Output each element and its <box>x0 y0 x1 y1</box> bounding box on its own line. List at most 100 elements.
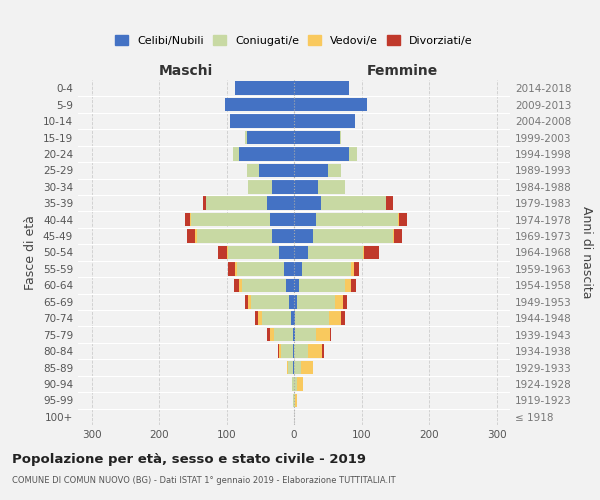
Bar <box>245 295 248 308</box>
Bar <box>328 164 341 177</box>
Bar <box>349 147 358 160</box>
Bar <box>272 230 294 243</box>
Bar <box>279 344 281 358</box>
Bar <box>340 131 341 144</box>
Bar <box>302 262 351 276</box>
Bar <box>272 180 294 194</box>
Bar <box>294 196 321 210</box>
Bar <box>258 312 262 325</box>
Bar <box>293 361 294 374</box>
Bar <box>350 278 356 292</box>
Bar <box>286 278 294 292</box>
Bar <box>294 164 328 177</box>
Bar <box>294 361 301 374</box>
Bar <box>290 312 294 325</box>
Bar <box>203 196 206 210</box>
Bar <box>294 180 319 194</box>
Bar <box>293 344 294 358</box>
Bar <box>294 295 298 308</box>
Bar <box>294 344 308 358</box>
Bar <box>294 377 298 390</box>
Text: Popolazione per età, sesso e stato civile - 2019: Popolazione per età, sesso e stato civil… <box>12 452 366 466</box>
Bar <box>271 213 294 226</box>
Bar <box>234 278 239 292</box>
Bar <box>247 164 259 177</box>
Bar <box>394 230 402 243</box>
Bar <box>294 147 349 160</box>
Bar <box>294 213 316 226</box>
Bar <box>235 262 236 276</box>
Bar <box>341 312 344 325</box>
Bar <box>316 328 330 342</box>
Bar <box>298 377 303 390</box>
Bar <box>294 394 295 407</box>
Bar <box>392 230 394 243</box>
Bar <box>206 196 267 210</box>
Bar <box>321 196 386 210</box>
Bar <box>350 262 354 276</box>
Bar <box>330 328 331 342</box>
Y-axis label: Fasce di età: Fasce di età <box>25 215 37 290</box>
Bar <box>299 278 346 292</box>
Bar <box>294 246 308 259</box>
Bar <box>267 328 271 342</box>
Bar <box>190 213 191 226</box>
Bar <box>292 377 294 390</box>
Bar <box>319 180 346 194</box>
Bar <box>295 328 316 342</box>
Bar <box>255 312 258 325</box>
Bar <box>400 213 407 226</box>
Bar <box>294 230 313 243</box>
Bar <box>293 328 294 342</box>
Bar <box>191 213 271 226</box>
Bar <box>225 98 294 112</box>
Bar <box>293 394 294 407</box>
Bar <box>354 262 359 276</box>
Bar <box>301 361 313 374</box>
Bar <box>398 213 400 226</box>
Bar <box>228 262 235 276</box>
Bar <box>271 328 274 342</box>
Bar <box>267 196 294 210</box>
Bar <box>294 131 340 144</box>
Bar <box>322 344 324 358</box>
Bar <box>294 262 302 276</box>
Bar <box>289 295 294 308</box>
Text: Femmine: Femmine <box>367 64 437 78</box>
Text: COMUNE DI COMUN NUOVO (BG) - Dati ISTAT 1° gennaio 2019 - Elaborazione TUTTITALI: COMUNE DI COMUN NUOVO (BG) - Dati ISTAT … <box>12 476 395 485</box>
Bar <box>287 361 288 374</box>
Bar <box>230 114 294 128</box>
Bar <box>274 328 293 342</box>
Bar <box>236 262 284 276</box>
Legend: Celibi/Nubili, Coniugati/e, Vedovi/e, Divorziati/e: Celibi/Nubili, Coniugati/e, Vedovi/e, Di… <box>111 30 477 50</box>
Bar <box>239 147 294 160</box>
Bar <box>298 295 335 308</box>
Bar <box>316 213 398 226</box>
Bar <box>294 328 295 342</box>
Text: Maschi: Maschi <box>159 64 213 78</box>
Bar <box>185 213 190 226</box>
Bar <box>245 131 247 144</box>
Bar <box>228 246 279 259</box>
Bar <box>308 246 363 259</box>
Bar <box>235 82 294 95</box>
Bar <box>335 295 343 308</box>
Bar <box>187 230 196 243</box>
Bar <box>279 246 294 259</box>
Bar <box>248 295 251 308</box>
Bar <box>262 312 290 325</box>
Bar <box>295 312 329 325</box>
Bar <box>294 114 355 128</box>
Bar <box>227 246 228 259</box>
Bar <box>294 82 349 95</box>
Bar <box>284 262 294 276</box>
Bar <box>363 246 364 259</box>
Bar <box>233 147 239 160</box>
Bar <box>294 278 299 292</box>
Bar <box>242 278 286 292</box>
Bar <box>248 180 272 194</box>
Bar <box>247 131 294 144</box>
Y-axis label: Anni di nascita: Anni di nascita <box>580 206 593 298</box>
Bar <box>239 278 242 292</box>
Bar <box>329 312 341 325</box>
